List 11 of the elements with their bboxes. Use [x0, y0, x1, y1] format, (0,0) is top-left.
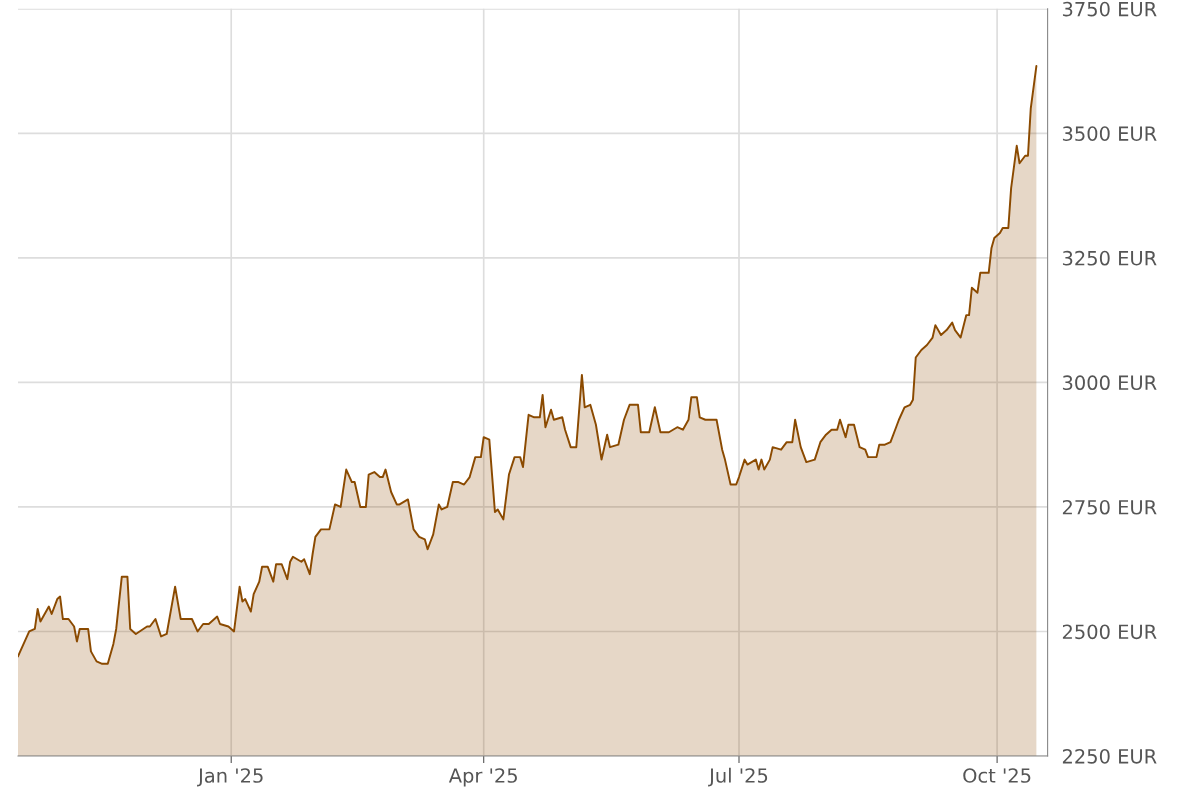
y-tick-label: 3750 EUR: [1062, 1, 1157, 17]
y-tick-label: 3250 EUR: [1062, 250, 1157, 266]
x-tick-label: Apr '25: [448, 768, 517, 787]
x-tick-label: Jul '25: [708, 767, 768, 787]
y-tick-label: 2250 EUR: [1062, 748, 1157, 764]
y-tick-label: 3500 EUR: [1062, 126, 1157, 141]
y-tick-label: 2750 EUR: [1062, 499, 1157, 515]
x-tick-label: Jan '25: [197, 768, 263, 787]
x-tick-label: Oct '25: [963, 768, 1031, 783]
y-tick-label: 2500 EUR: [1062, 624, 1157, 640]
y-tick-label: 3000 EUR: [1062, 375, 1157, 391]
